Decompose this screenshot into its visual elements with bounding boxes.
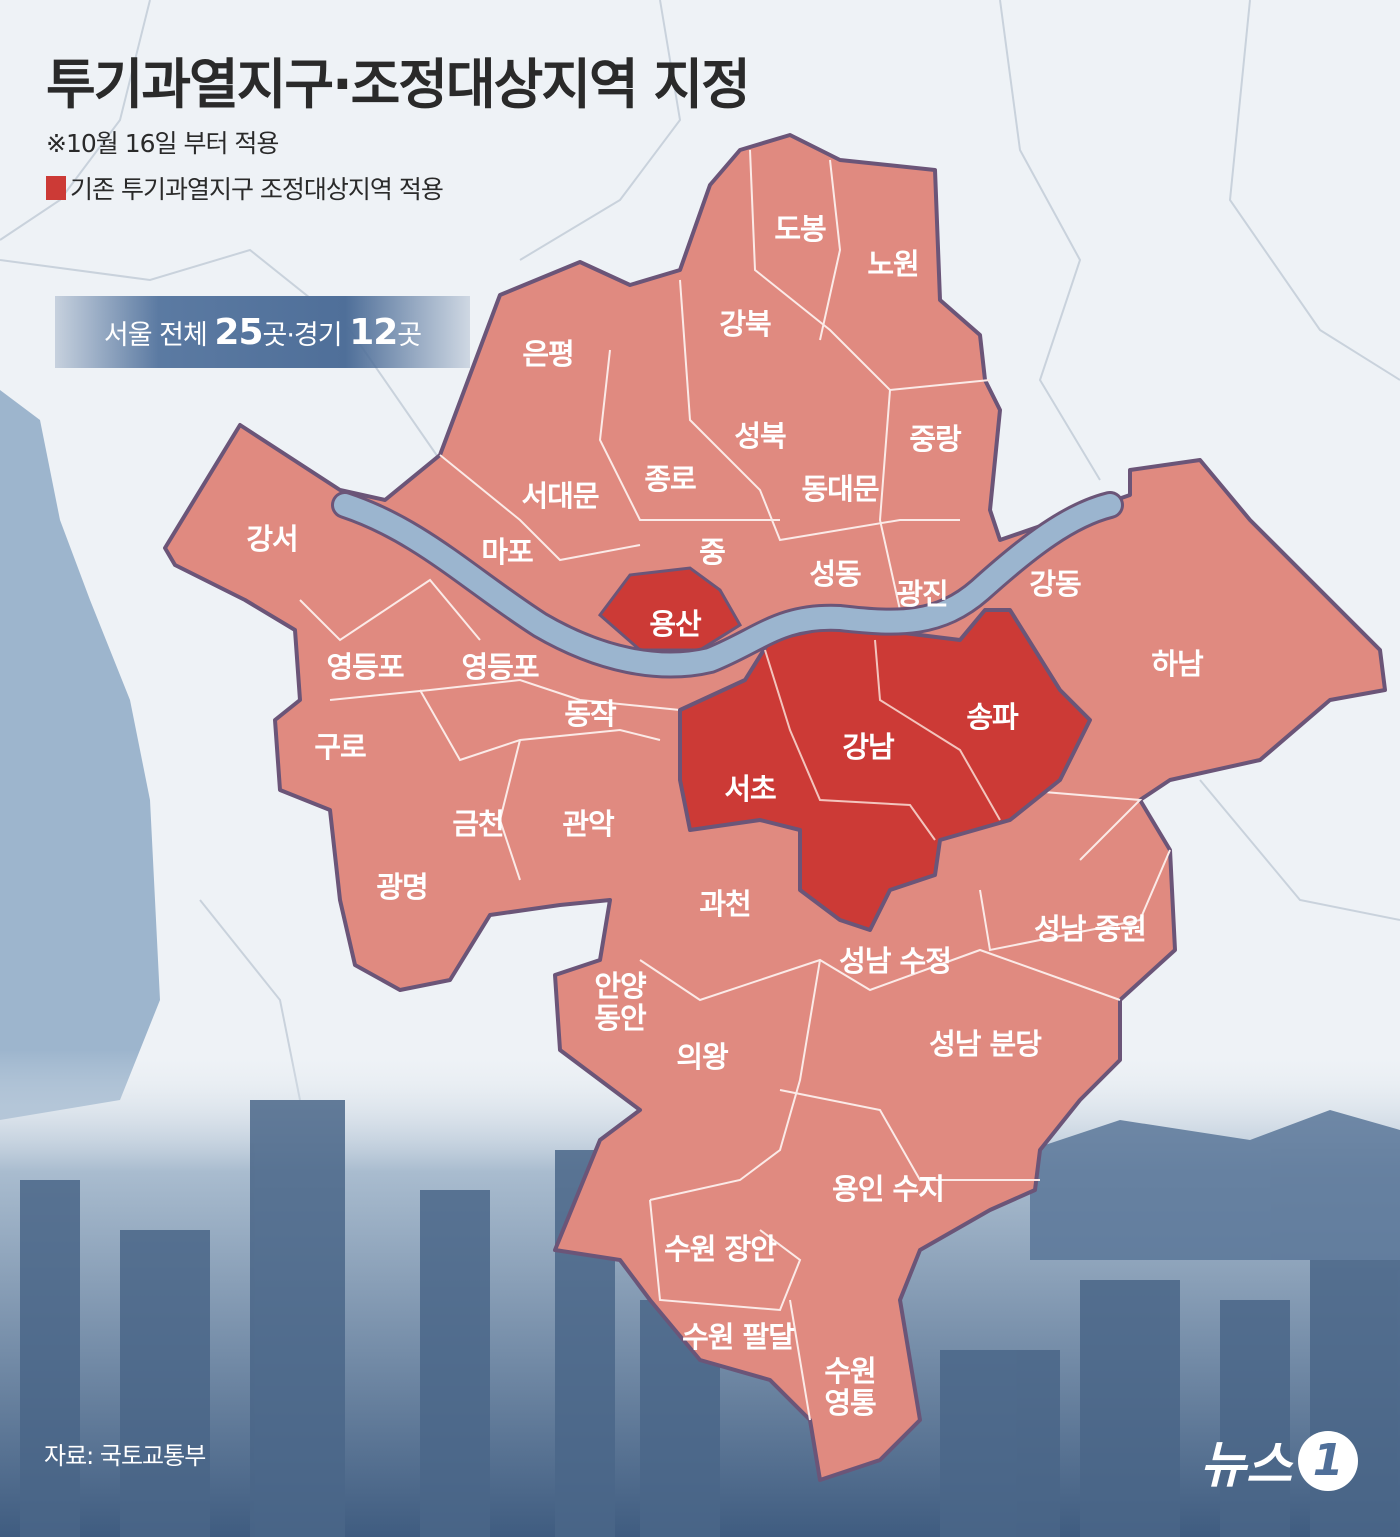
region-label: 강서 <box>246 522 298 557</box>
region-label: 은평 <box>522 337 574 372</box>
effective-date-note: ※10월 16일 부터 적용 <box>46 129 279 158</box>
region-label: 강남 <box>842 730 894 765</box>
region-label: 영등포 <box>326 650 404 685</box>
seoul-count: 25 <box>214 311 263 353</box>
region-label: 관악 <box>562 807 614 842</box>
region-label: 송파 <box>966 700 1018 735</box>
region-label: 수원 장안 <box>664 1232 777 1267</box>
count-banner: 서울 전체 25 곳·경기 12 곳 <box>55 296 470 368</box>
region-label: 성남 중원 <box>1034 912 1147 947</box>
region-label: 도봉 <box>774 212 826 247</box>
sea-west <box>0 390 160 1120</box>
banner-suffix: 곳 <box>397 319 422 351</box>
region-label: 금천 <box>452 807 504 842</box>
region-label: 중랑 <box>909 422 961 457</box>
region-label: 광명 <box>376 870 428 905</box>
region-label: 하남 <box>1151 647 1203 682</box>
region-label: 용인 수지 <box>832 1172 945 1207</box>
region-label: 성남 수정 <box>839 944 952 979</box>
region-label: 서초 <box>724 772 776 807</box>
region-label: 성북 <box>734 419 786 454</box>
region-label: 광진 <box>896 577 948 612</box>
district-boundaries <box>299 149 1171 1421</box>
region-label: 과천 <box>699 887 751 922</box>
region-label: 종로 <box>644 462 696 497</box>
region-label: 의왕 <box>676 1040 728 1075</box>
buildings <box>20 1100 1400 1537</box>
region-label: 마포 <box>481 535 533 570</box>
han-river-water <box>334 494 1121 676</box>
region-label: 강동 <box>1029 567 1081 602</box>
region-label: 안양 동안 <box>594 969 646 1035</box>
region-label: 동대문 <box>801 472 879 507</box>
news1-logo: 뉴스 1 <box>1200 1425 1358 1497</box>
region-label: 구로 <box>314 730 366 765</box>
region-label: 영등포 <box>461 650 539 685</box>
region-label: 강북 <box>719 307 771 342</box>
banner-prefix: 서울 전체 <box>103 319 215 351</box>
gyeonggi-count: 12 <box>349 311 398 353</box>
existing-region-boundaries <box>764 639 1001 841</box>
legend-label: 기존 투기과열지구 조정대상지역 적용 <box>70 175 444 204</box>
logo-mark: 1 <box>1298 1431 1358 1491</box>
source-credit: 자료: 국토교통부 <box>44 1442 206 1470</box>
region-label: 성남 분당 <box>929 1027 1042 1062</box>
region-label: 노원 <box>867 247 919 282</box>
region-label: 중 <box>699 535 726 570</box>
banner-mid: 곳·경기 <box>262 319 350 351</box>
region-label: 성동 <box>809 557 861 592</box>
region-label: 용산 <box>649 607 701 642</box>
region-label: 서대문 <box>521 479 599 514</box>
region-label: 수원 영통 <box>824 1354 876 1420</box>
legend-swatch <box>46 176 66 200</box>
logo-text: 뉴스 <box>1200 1436 1292 1494</box>
region-label: 수원 팔달 <box>682 1320 795 1355</box>
region-label: 동작 <box>564 697 616 732</box>
page-title: 투기과열지구·조정대상지역 지정 <box>46 53 751 116</box>
legend: 기존 투기과열지구 조정대상지역 적용 <box>46 170 444 206</box>
